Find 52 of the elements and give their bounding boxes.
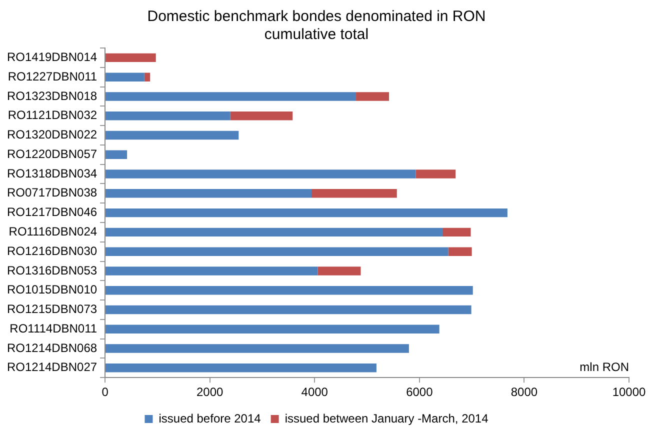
- y-tick-label: RO0717DBN038: [6, 186, 98, 200]
- y-tick-label: RO1215DBN073: [6, 302, 98, 316]
- bar: [106, 130, 239, 140]
- x-tick-label: 2000: [196, 385, 224, 400]
- annotation: mln RON: [580, 360, 629, 374]
- y-tick-label: RO1015DBN010: [6, 282, 98, 297]
- bar: [106, 286, 473, 295]
- bar: [106, 266, 318, 276]
- y-tick-label: RO1214DBN068: [6, 340, 98, 355]
- bar: [442, 228, 471, 237]
- y-tick-label: RO1220DBN057: [6, 146, 98, 161]
- y-tick-label: RO1217DBN046: [6, 205, 98, 220]
- y-tick-label: RO1419DBN014: [6, 50, 98, 64]
- x-tick-label: 8000: [510, 385, 538, 400]
- bar: [230, 111, 293, 120]
- chart-title: Domestic benchmark bondes denominated in RON cumulative total: [147, 8, 486, 44]
- y-tick-label: RO1316DBN053: [6, 263, 98, 278]
- y-tick-label: RO1323DBN018: [6, 88, 98, 103]
- y-tick-label: RO1216DBN030: [6, 244, 98, 258]
- bar: [106, 72, 144, 82]
- bar: [144, 72, 150, 82]
- x-tick-label: 4000: [301, 385, 328, 400]
- bar: [311, 189, 397, 198]
- bar: [106, 92, 356, 101]
- bar: [106, 53, 156, 62]
- bar: [318, 266, 361, 276]
- bar: [106, 324, 440, 334]
- bar: [106, 150, 128, 159]
- bar: [106, 305, 472, 314]
- x-tick-label: 6000: [406, 385, 434, 400]
- y-tick-label: RO1116DBN024: [8, 224, 98, 238]
- legend-label: issued before 2014: [158, 411, 262, 426]
- y-tick-label: RO1320DBN022: [6, 128, 98, 142]
- bar: [106, 344, 409, 353]
- y-tick-label: RO1227DBN011: [8, 69, 98, 84]
- x-tick-label: 0: [102, 385, 109, 400]
- bar: [106, 208, 508, 218]
- bar: [106, 247, 448, 256]
- bar: [416, 170, 456, 178]
- bar: [106, 170, 416, 178]
- legend-label: issued between January -March, 2014: [284, 411, 489, 426]
- x-tick-label: 10000: [612, 385, 646, 400]
- bar: [106, 364, 376, 372]
- bar: [106, 189, 312, 198]
- y-tick-label: RO1121DBN032: [8, 108, 98, 122]
- bar: [448, 247, 472, 256]
- bar: [106, 111, 230, 120]
- bar: [106, 228, 442, 237]
- y-tick-label: RO1318DBN034: [6, 166, 98, 180]
- y-tick-label: RO1114DBN011: [10, 321, 98, 336]
- bar: [356, 92, 390, 101]
- y-tick-label: RO1214DBN027: [6, 360, 98, 374]
